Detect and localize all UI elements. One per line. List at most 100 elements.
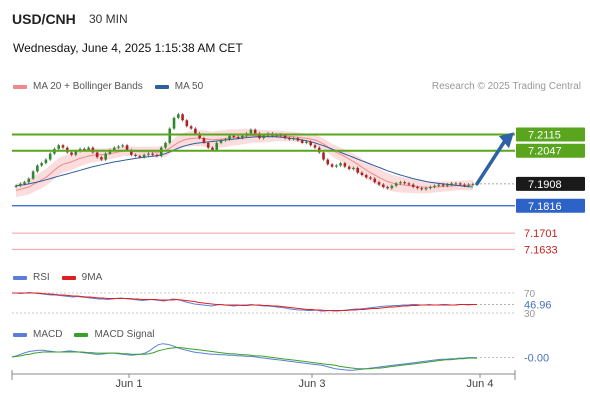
candle-body [288,138,291,140]
candle-body [390,185,394,189]
legend-item-rsi: RSI [13,272,50,283]
candle-body [164,142,167,148]
macd-legend: MACD MACD Signal [13,329,166,340]
rsi-legend: RSI 9MA [13,272,114,283]
timeframe-label: 30 MIN [89,12,128,26]
legend-swatch-macd-signal [74,332,89,337]
level-tag-support [516,198,585,213]
level-value-last: 7.1908 [528,179,562,191]
candle-body [437,184,441,186]
candle-body [296,138,300,141]
candle-body [441,184,445,186]
candle-body [31,171,35,179]
candle-body [189,126,193,129]
candle-body [356,167,359,173]
macd-line [11,343,477,371]
candle-body [292,138,295,140]
candle-body [27,178,31,183]
candle-body [104,153,107,160]
candle-body [61,145,65,148]
candle-body [407,183,411,185]
candle-body [467,184,471,186]
forecast-arrow-shaft [475,140,506,186]
candle-body [36,165,39,172]
x-tick-label: Jun 1 [116,378,143,390]
candle-body [211,147,214,151]
copyright-label: Research © 2025 Trading Central [431,81,581,92]
candle-body [14,185,18,187]
candle-body [347,166,351,170]
candle-body [330,164,334,167]
candle-body [262,135,266,139]
candle-body [326,159,330,165]
symbol-title: USD/CNH [12,11,76,27]
candle-body [382,184,385,187]
candle-body [343,163,347,167]
time-axis: Jun 1 Jun 3 Jun 4 [11,370,516,390]
ma50-line [15,136,474,188]
rsi-ma-line [12,292,477,311]
candle-body [463,184,466,186]
candle-body [44,159,48,164]
legend-label-ma50: MA 50 [174,81,204,92]
candle-body [176,114,180,118]
legend-item-macd-signal: MACD Signal [74,329,154,340]
legend-label-macd-signal: MACD Signal [94,329,155,340]
legend-label-rsi-ma: 9MA [81,272,103,283]
candle-body [241,135,244,139]
candle-body [360,172,364,176]
candle-body [411,184,415,187]
candle-body [377,182,381,185]
candle-body [369,177,372,179]
candle-body [428,186,432,189]
candle-body [305,141,308,143]
legend-label-rsi: RSI [33,272,50,283]
candle-body [420,188,424,190]
level-value-target: 7.1701 [524,228,558,240]
candle-body [433,185,436,187]
candle-body [373,178,377,183]
candle-body [125,145,129,151]
candle-body [100,157,103,160]
legend-swatch-macd [13,332,27,337]
candle-body [446,184,449,186]
legend-item-ma50: MA 50 [154,81,204,92]
candle-body [339,163,342,166]
level-value-support: 7.1816 [528,201,562,213]
candle-body [151,153,154,155]
candle-body [130,150,133,155]
candle-body [424,188,428,190]
candle-body [172,117,176,129]
legend-label-ma20: MA 20 + Bollinger Bands [33,81,143,92]
main-price-panel: 7.2115 7.2047 7.1908 7.1816 7.1701 7.1633 [12,112,585,256]
candle-body [87,147,90,151]
candle-body [313,145,317,148]
legend-item-rsi-ma: 9MA [61,272,103,283]
candle-body [198,133,201,139]
candle-body [322,152,325,160]
candle-body [249,129,253,134]
candle-body [223,139,227,141]
macd-signal-line [11,347,477,370]
candle-body [399,182,402,184]
rsi-last-value: 46.96 [524,300,552,312]
forecast-arrow-head [499,132,514,149]
legend-swatch-rsi [13,275,27,280]
level-value-resistance: 7.2115 [528,130,561,142]
rsi-line [12,291,477,312]
candle-body [194,128,197,134]
candle-body [335,165,338,167]
candle-body [394,183,398,186]
candle-body [117,146,120,148]
legend-swatch-ma50 [154,84,169,89]
candle-body [155,154,159,156]
legend-swatch-ma20 [13,84,27,89]
candle-body [352,167,355,170]
candle-body [416,186,419,189]
candle-body [138,155,142,158]
candle-body [70,152,73,155]
candle-body [142,154,146,158]
candle-body [95,152,99,158]
candle-body [283,135,287,139]
